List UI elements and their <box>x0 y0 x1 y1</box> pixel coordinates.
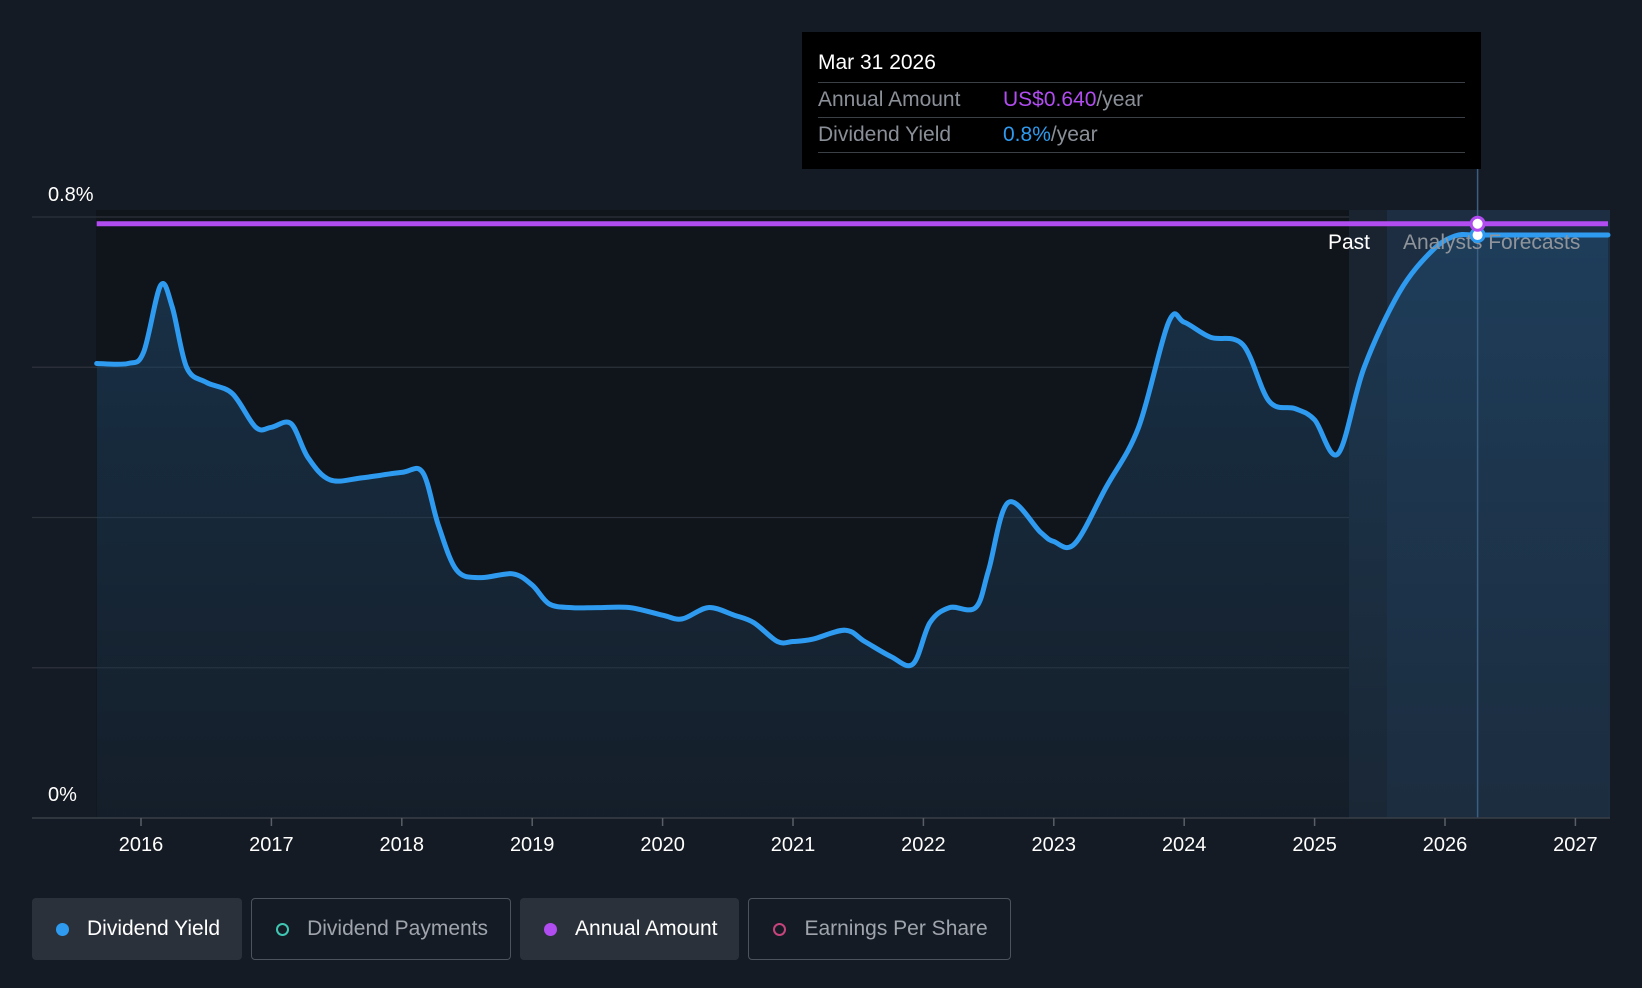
legend-dividend-yield[interactable]: Dividend Yield <box>32 898 243 960</box>
tooltip-row-annual-amount: Annual Amount US$0.640 /year <box>818 82 1465 117</box>
past-label: Past <box>1328 231 1370 254</box>
dividend-yield-area <box>96 234 1609 819</box>
tooltip-value: 0.8% <box>1003 123 1051 146</box>
x-tick-label: 2027 <box>1553 834 1598 856</box>
legend-annual-amount[interactable]: Annual Amount <box>520 898 740 960</box>
tooltip-value: US$0.640 <box>1003 88 1097 111</box>
tooltip-label: Dividend Yield <box>818 123 952 146</box>
tooltip-date: Mar 31 2026 <box>818 51 936 74</box>
x-tick-label: 2020 <box>640 834 685 856</box>
tooltip-label: Annual Amount <box>818 88 961 111</box>
legend-dividend-payments[interactable]: Dividend Payments <box>251 898 512 960</box>
x-axis-ticks: 2016 2017 2018 2019 2020 2021 2022 2023 2024 2025… <box>119 818 1598 856</box>
legend-label: Dividend Payments <box>307 917 489 940</box>
x-tick-label: 2022 <box>901 834 946 856</box>
x-tick-label: 2016 <box>119 834 164 856</box>
tooltip-unit: /year <box>1050 123 1098 146</box>
x-tick-label: 2018 <box>380 834 425 856</box>
x-tick-label: 2024 <box>1162 834 1207 856</box>
legend: Dividend Yield Dividend Payments Annual … <box>32 898 1020 960</box>
x-tick-label: 2026 <box>1423 834 1468 856</box>
legend-label: Earnings Per Share <box>804 917 988 940</box>
tooltip-row-dividend-yield: Dividend Yield 0.8% /year <box>818 117 1465 153</box>
dividend-payments-ring-icon <box>276 922 290 936</box>
y-tick-label-max: 0.8% <box>48 184 94 206</box>
x-tick-label: 2019 <box>510 834 555 856</box>
series-line-layer <box>94 221 1611 669</box>
x-tick-label: 2021 <box>771 834 816 856</box>
legend-label: Annual Amount <box>575 917 718 940</box>
dividend-yield-dot-icon <box>56 922 69 936</box>
dividend-yield-line <box>94 231 1611 669</box>
x-tick-label: 2025 <box>1292 834 1337 856</box>
yield-area-layer <box>96 234 1609 819</box>
forecast-label: Analysts Forecasts <box>1403 231 1580 254</box>
annual-amount-dot-icon <box>544 922 558 936</box>
legend-label: Dividend Yield <box>87 917 221 940</box>
hover-markers <box>1469 215 1486 244</box>
x-tick-label: 2017 <box>249 834 294 856</box>
legend-earnings-per-share[interactable]: Earnings Per Share <box>748 898 1011 960</box>
tooltip-unit: /year <box>1096 88 1144 111</box>
y-tick-label-min: 0% <box>48 784 77 806</box>
earnings-per-share-ring-icon <box>773 922 787 936</box>
annual-amount-marker <box>1469 215 1486 232</box>
tooltip: Mar 31 2026 Annual Amount US$0.640 /year… <box>802 32 1481 169</box>
x-tick-label: 2023 <box>1032 834 1077 856</box>
